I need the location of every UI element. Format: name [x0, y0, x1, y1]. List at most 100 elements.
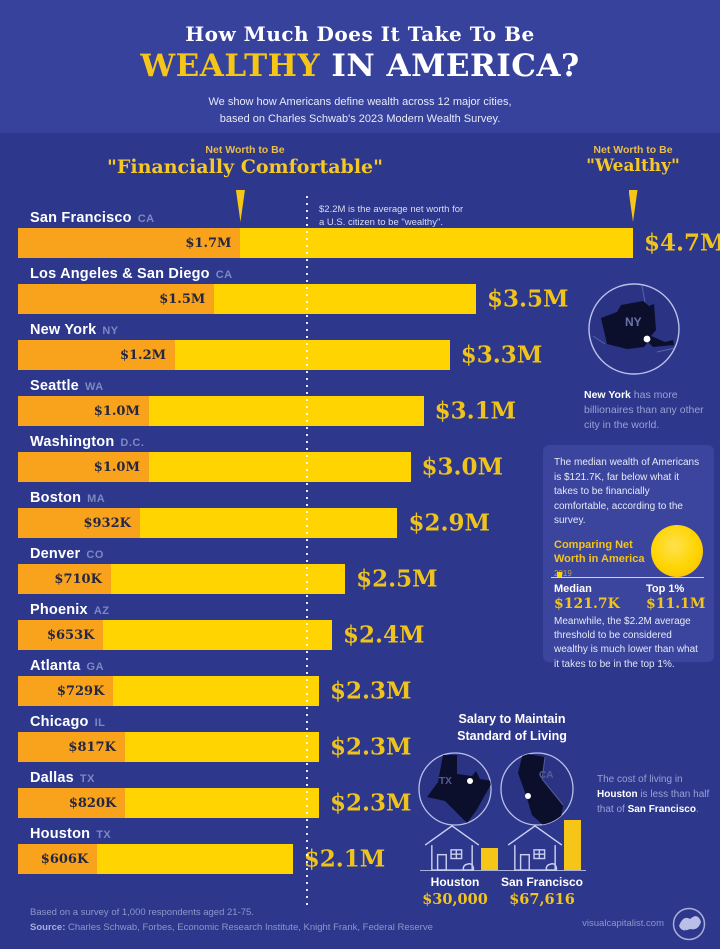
comparing-net-worth-label: Comparing Net Worth in America 2019 — [554, 538, 652, 581]
city-label: Dallas TX — [0, 762, 720, 786]
salary-title-line2: Standard of Living — [457, 728, 567, 743]
comfortable-marker-icon — [235, 190, 245, 222]
ca-abbr-label: CA — [539, 770, 553, 781]
comfortable-bar: $1.2M — [18, 340, 176, 370]
average-annotation-line2: a U.S. citizen to be "wealthy". — [319, 217, 443, 229]
state-abbr: TX — [96, 829, 112, 841]
sf-salary-bar — [564, 820, 581, 870]
state-abbr: NY — [102, 325, 119, 337]
wealthy-value: $3.0M — [421, 453, 504, 481]
city-label: Washington D.C. — [0, 426, 720, 450]
new-york-inset: NY New York has more billionaires than a… — [584, 282, 707, 431]
salary-title-line1: Salary to Maintain — [458, 712, 566, 726]
comfortable-bar: $932K — [18, 508, 140, 538]
bar-track: $820K $2.3M — [18, 788, 720, 818]
wealthy-value: $3.1M — [434, 397, 517, 425]
city-label: Phoenix AZ — [0, 594, 720, 618]
average-wealthy-reference-line — [305, 196, 308, 906]
city-row: Seattle WA $1.0M $3.1M — [0, 370, 720, 426]
comfortable-bar: $1.7M — [18, 228, 241, 258]
houston-city-label: Houston — [430, 875, 480, 889]
state-abbr: D.C. — [120, 437, 145, 449]
city-name: Seattle — [30, 378, 79, 394]
wealthy-value: $2.5M — [356, 565, 438, 593]
salary-baseline — [420, 870, 586, 871]
city-row: San Francisco CA $1.7M $4.7M — [0, 202, 720, 258]
city-label: New York NY — [0, 314, 720, 338]
bar-track: $817K $2.3M — [18, 732, 720, 762]
city-name: Dallas — [30, 770, 74, 786]
city-row: Denver CO $710K $2.5M — [0, 538, 720, 594]
city-name: Los Angeles & San Diego — [30, 266, 210, 282]
comfortable-value: $1.0M — [93, 403, 140, 419]
legend-comfortable-pre: Net Worth to Be — [205, 144, 285, 156]
ny-abbr-label: NY — [625, 315, 642, 329]
city-name: New York — [30, 322, 97, 338]
bar-track: $1.2M $3.3M — [18, 340, 720, 370]
footer-notes: Based on a survey of 1,000 respondents a… — [30, 906, 433, 935]
comparison-axis-line — [551, 577, 704, 578]
sf-house-icon — [507, 824, 563, 871]
median-value: $121.7K — [554, 596, 620, 612]
city-name: Boston — [30, 490, 82, 506]
header: How Much Does It Take To Be WEALTHY IN A… — [0, 0, 720, 133]
title-rest: IN AMERICA? — [320, 48, 580, 84]
comfortable-bar: $1.5M — [18, 284, 215, 314]
legend-wealthy-label: "Wealthy" — [586, 156, 680, 176]
comfortable-bar: $606K — [18, 844, 98, 874]
legend-wealthy-pre: Net Worth to Be — [593, 144, 673, 156]
visualcapitalist-link[interactable]: visualcapitalist.com — [582, 918, 664, 929]
city-name: Chicago — [30, 714, 89, 730]
median-paragraph-1: The median wealth of Americans is $121.7… — [554, 457, 700, 526]
houston-salary-bar — [481, 848, 498, 870]
comfortable-value: $729K — [56, 683, 105, 699]
comfortable-bar: $820K — [18, 788, 126, 818]
new-york-map-icon: NY — [588, 283, 680, 375]
houston-salary-label: Houston $30,000 — [405, 875, 505, 908]
comfortable-value: $1.0M — [93, 459, 140, 475]
bar-track: $1.5M $3.5M — [18, 284, 720, 314]
ny-caption-bold: New York — [584, 389, 631, 401]
comfortable-value: $817K — [68, 739, 116, 755]
state-abbr: CA — [215, 269, 233, 281]
city-row: New York NY $1.2M $3.3M — [0, 314, 720, 370]
city-name: San Francisco — [30, 210, 132, 226]
comfortable-bar: $710K — [18, 564, 111, 594]
wealthy-value: $2.4M — [343, 621, 425, 649]
legend-wealthy: Net Worth to Be "Wealthy" — [586, 144, 680, 176]
comfortable-value: $1.5M — [159, 291, 206, 307]
city-name: Denver — [30, 546, 81, 562]
houston-house-icon — [424, 824, 480, 871]
state-abbr: WA — [84, 381, 104, 393]
top1-circle-icon — [651, 525, 703, 577]
cost-pre: The cost of living in — [597, 774, 683, 785]
legend-comfortable: Net Worth to Be "Financially Comfortable… — [107, 144, 383, 178]
comfortable-value: $932K — [83, 515, 131, 531]
wealthy-value: $2.3M — [329, 733, 412, 761]
city-row: Los Angeles & San Diego CA $1.5M $3.5M — [0, 258, 720, 314]
city-label: Denver CO — [0, 538, 720, 562]
comfortable-bar: $817K — [18, 732, 125, 762]
subtitle-line1: We show how Americans define wealth acro… — [208, 96, 512, 108]
bar-track: $1.0M $3.0M — [18, 452, 720, 482]
comfortable-value: $820K — [68, 795, 117, 811]
comfortable-bar: $1.0M — [18, 396, 149, 426]
city-row: Washington D.C. $1.0M $3.0M — [0, 426, 720, 482]
wealthy-value: $2.1M — [303, 845, 386, 873]
wealthy-value: $4.7M — [644, 229, 720, 257]
median-label: Median — [554, 583, 592, 595]
city-row: Atlanta GA $729K $2.3M — [0, 650, 720, 706]
bar-track: $653K $2.4M — [18, 620, 720, 650]
comfortable-value: $653K — [46, 627, 95, 643]
bar-track: $729K $2.3M — [18, 676, 720, 706]
city-name: Atlanta — [30, 658, 81, 674]
subtitle-line2: based on Charles Schwab's 2023 Modern We… — [219, 113, 501, 126]
city-row: Chicago IL $817K $2.3M — [0, 706, 720, 762]
title-line2: WEALTHY IN AMERICA? — [0, 48, 720, 84]
cost-houston: Houston — [597, 789, 638, 800]
houston-salary-value: $30,000 — [422, 891, 488, 908]
median-dot-icon — [557, 572, 562, 577]
average-annotation-line1: $2.2M is the average net worth for — [319, 204, 464, 215]
sf-salary-label: San Francisco $67,616 — [488, 875, 596, 908]
